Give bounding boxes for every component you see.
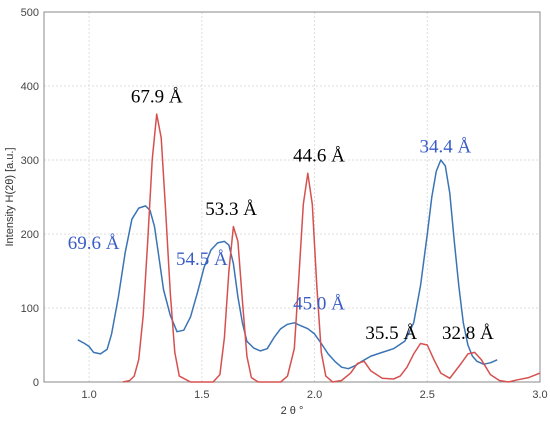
y-tick-label: 100 xyxy=(21,303,39,315)
x-tick-label: 2.0 xyxy=(307,389,322,401)
peak-annotation: 54.5 Å xyxy=(176,249,228,270)
peak-annotation: 67.9 Å xyxy=(131,86,183,107)
y-axis-ticks: 0 100 200 300 400 500 xyxy=(21,7,39,389)
plot-frame xyxy=(43,11,541,383)
peak-annotation: 44.6 Å xyxy=(293,145,345,166)
x-tick-label: 3.0 xyxy=(532,389,547,401)
x-tick-label: 2.5 xyxy=(420,389,435,401)
series-line-1 xyxy=(122,113,541,383)
peak-annotation: 35.5 Å xyxy=(365,323,417,344)
y-tick-label: 200 xyxy=(21,229,39,241)
y-tick-label: 500 xyxy=(21,7,39,19)
peak-annotation: 32.8 Å xyxy=(442,323,494,344)
series-lines xyxy=(77,113,541,383)
peak-annotation: 69.6 Å xyxy=(68,233,120,254)
peak-annotations: 67.9 Å 53.3 Å 44.6 Å 34.4 Å 69.6 Å 54.5 Å 45.0… xyxy=(68,86,494,344)
x-tick-label: 1.0 xyxy=(81,389,96,401)
y-tick-label: 300 xyxy=(21,155,39,167)
series-line-0 xyxy=(77,159,498,370)
y-tick-label: 400 xyxy=(21,81,39,93)
peak-annotation: 53.3 Å xyxy=(205,199,257,220)
x-axis-label: 2 θ ° xyxy=(281,405,304,417)
x-tick-label: 1.5 xyxy=(194,389,209,401)
peak-annotation: 34.4 Å xyxy=(419,137,471,158)
x-axis-ticks: 1.0 1.5 2.0 2.5 3.0 xyxy=(81,389,547,401)
peak-annotation: 45.0 Å xyxy=(293,293,345,314)
y-axis-label: Intensity H(2θ) [a.u.] xyxy=(4,147,16,246)
y-tick-label: 0 xyxy=(33,377,39,389)
